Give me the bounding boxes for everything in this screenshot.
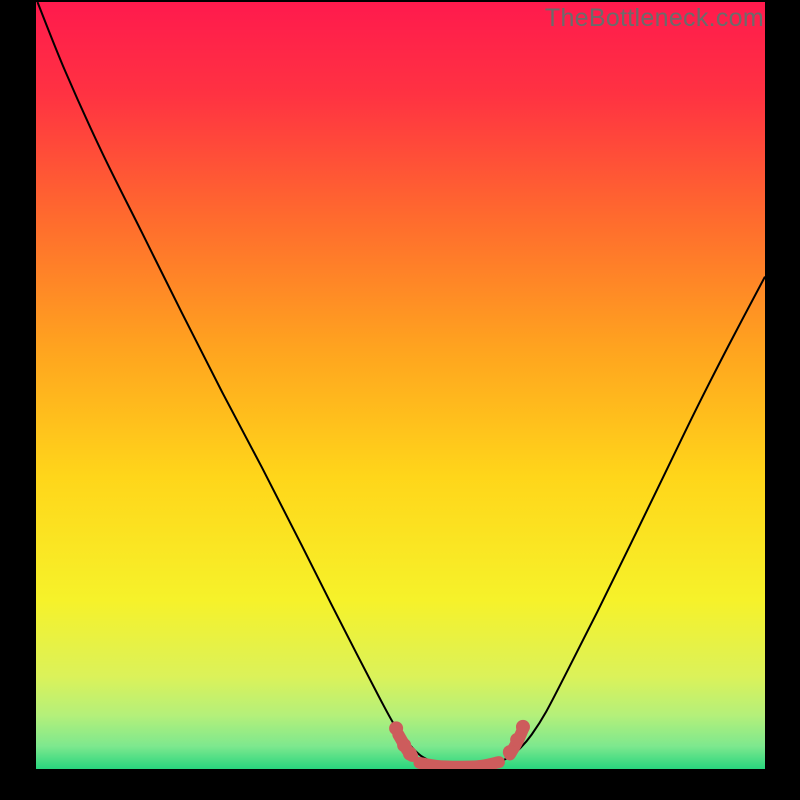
gradient-bg — [36, 2, 765, 769]
plot-area — [36, 2, 765, 769]
bump-dot — [503, 745, 517, 759]
bump-dot — [389, 721, 403, 735]
bump-dot — [510, 733, 524, 747]
chart-canvas: TheBottleneck.com — [0, 0, 800, 800]
plot-svg — [36, 2, 765, 769]
watermark-text: TheBottleneck.com — [545, 4, 764, 33]
bump-dot — [403, 747, 417, 761]
bump-dot — [516, 720, 530, 734]
bump-segment-flat — [419, 762, 498, 767]
